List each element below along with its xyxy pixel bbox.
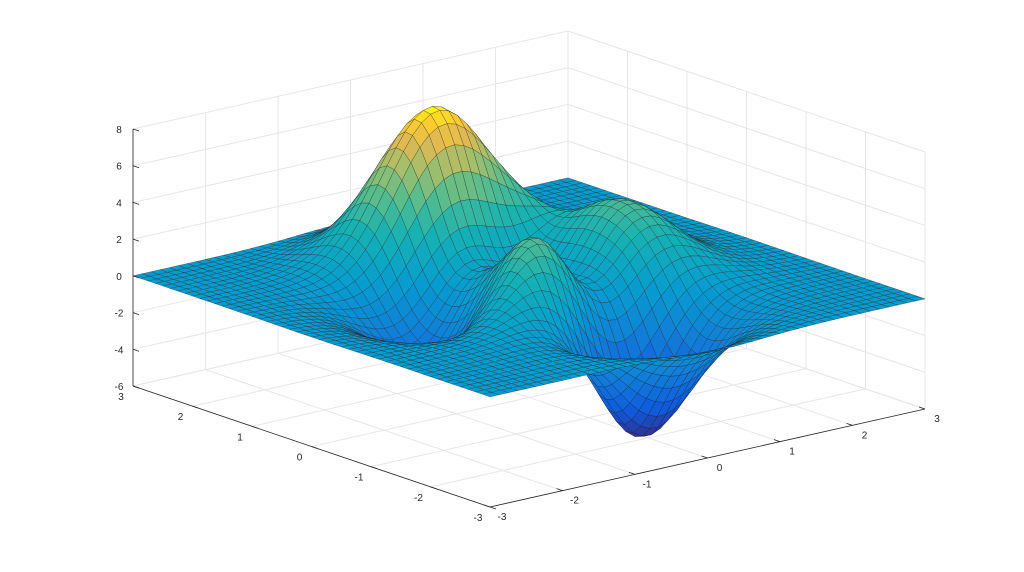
x-tick-label: -1 (643, 479, 652, 490)
sidewall-gridline-horizontal (567, 30, 926, 153)
z-tick-label: -2 (115, 309, 124, 320)
backwall-gridline-horizontal (132, 140, 569, 240)
x-tick-label: -2 (570, 496, 579, 507)
y-tick-label: 2 (178, 412, 184, 423)
x-tick-label: 3 (934, 414, 940, 425)
y-tick-mark (430, 486, 437, 490)
backwall-gridline-horizontal (132, 30, 569, 130)
z-tick-label: -6 (115, 382, 124, 393)
y-tick-mark (192, 405, 199, 409)
x-tick-mark (918, 406, 926, 410)
sidewall-gridline-horizontal (567, 140, 926, 263)
x-tick-mark (701, 455, 708, 459)
x-tick-mark (773, 439, 781, 443)
z-tick-mark (132, 202, 140, 205)
floor-gridline-y (430, 388, 866, 488)
y-tick-label: -2 (414, 493, 423, 504)
backwall-gridline-horizontal (132, 67, 569, 167)
y-tick-label: -3 (474, 513, 483, 524)
surface-mesh (132, 106, 926, 437)
x-tick-label: -3 (498, 512, 507, 523)
y-tick-mark (311, 446, 318, 449)
x-tick-mark (628, 471, 636, 475)
y-tick-mark (370, 466, 378, 470)
surface-patch (481, 392, 500, 398)
z-tick-label: 4 (116, 198, 122, 209)
y-tick-label: 3 (118, 392, 124, 403)
x-tick-label: 0 (717, 463, 723, 474)
y-tick-label: -1 (355, 473, 364, 484)
x-tick-mark (483, 504, 491, 508)
z-tick-mark (132, 275, 140, 279)
z-tick-mark (132, 128, 140, 132)
y-tick-mark (489, 506, 497, 510)
x-tick-mark (846, 422, 853, 426)
z-tick-label: 6 (116, 162, 122, 173)
z-tick-mark (132, 238, 140, 242)
x-tick-label: 1 (789, 447, 795, 458)
sidewall-gridline-horizontal (567, 67, 926, 190)
z-tick-label: 2 (116, 235, 122, 246)
y-tick-label: 1 (237, 432, 243, 443)
z-tick-mark (132, 312, 140, 315)
z-tick-label: 8 (116, 125, 122, 136)
floor-gridline-y (370, 368, 807, 468)
backwall-gridline-horizontal (132, 103, 569, 203)
z-tick-label: -4 (115, 345, 124, 356)
y-tick-label: 0 (297, 453, 303, 464)
z-tick-mark (132, 348, 140, 352)
x-tick-label: 2 (862, 430, 868, 441)
x-tick-mark (556, 488, 563, 492)
sidewall-gridline-horizontal (567, 103, 926, 226)
tick-labels: -6 -4 -2 0 2 4 6 8 -3 -2 -1 0 1 2 3 -3 -2 -1 0 1 2 3 (115, 125, 941, 524)
z-tick-label: 0 (116, 272, 122, 283)
y-tick-mark (251, 425, 259, 429)
y-tick-mark (132, 385, 140, 389)
z-tick-mark (132, 165, 140, 169)
